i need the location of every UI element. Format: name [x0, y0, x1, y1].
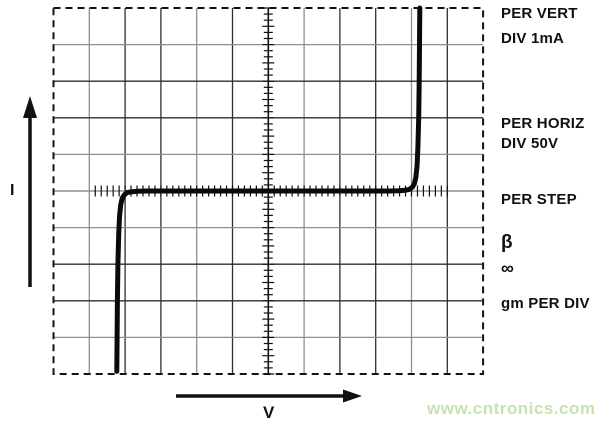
iv-curve-trace: [114, 5, 423, 374]
watermark: www.cntronics.com: [427, 399, 596, 418]
readout-per-horiz-value: DIV 50V: [501, 135, 559, 152]
readout-per-step-label: PER STEP: [501, 191, 577, 208]
readout-per-vert-value: DIV 1mA: [501, 30, 565, 47]
i-axis-arrow-icon: [23, 96, 37, 287]
readout-beta-label: β: [501, 232, 513, 253]
x-axis-label: V: [263, 403, 275, 422]
readout-per-horiz-label: PER HORIZ: [501, 115, 585, 132]
readout-per-vert-label: PER VERT: [501, 5, 578, 22]
y-axis-label: I: [10, 182, 15, 199]
v-axis-arrow-icon: [176, 389, 362, 403]
plot-dashed-border: [52, 7, 485, 375]
readout-beta-value: ∞: [501, 258, 515, 278]
graticule-ticks: [94, 7, 448, 375]
readout-gm-label: gm PER DIV: [501, 295, 590, 312]
